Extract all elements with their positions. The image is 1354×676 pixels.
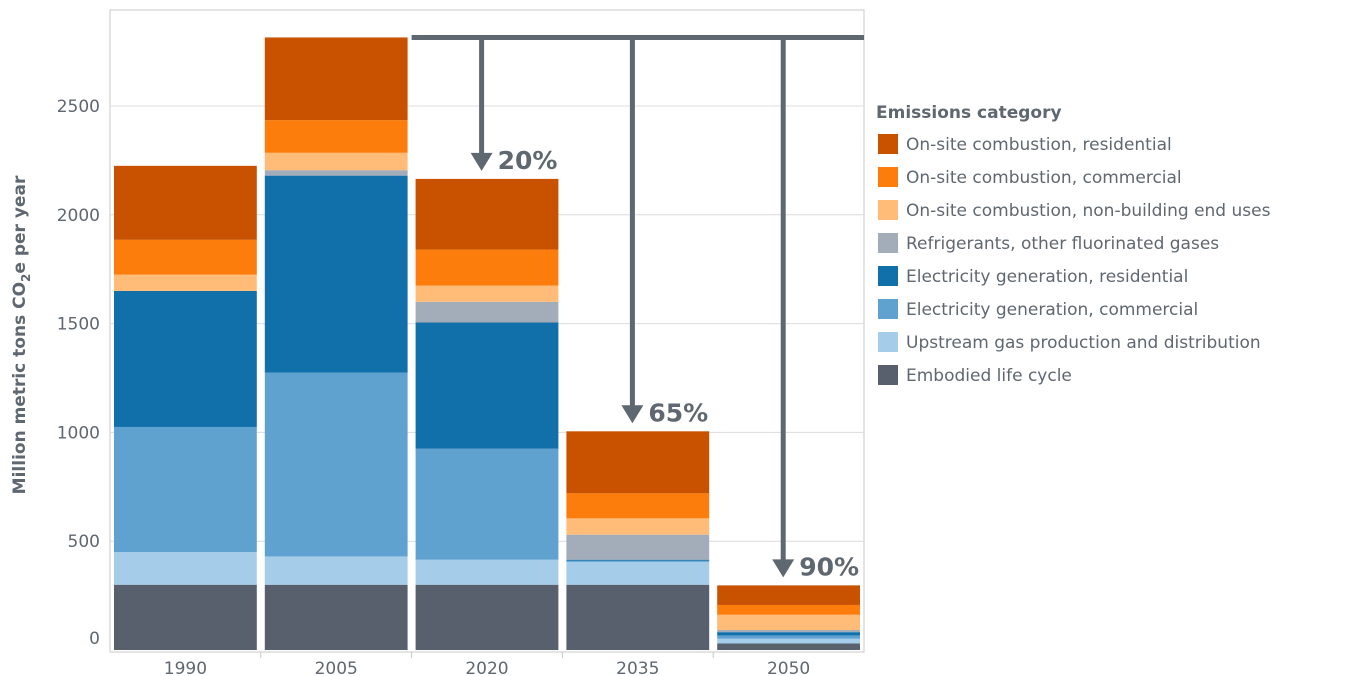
bar-segment [114, 165, 257, 240]
reduction-arrow-head [470, 152, 493, 171]
reduction-arrow-head [621, 405, 644, 424]
y-axis-label-tail: e per year [10, 175, 30, 274]
bar-segment [264, 584, 408, 650]
bar-segment [415, 448, 559, 560]
bar-segment [114, 426, 257, 553]
legend-item-label: Upstream gas production and distribution [906, 333, 1261, 353]
y-tick-label: 1500 [57, 315, 100, 335]
plot-frame [109, 9, 865, 653]
x-tick-label: 2035 [616, 659, 659, 676]
x-tick-label: 2020 [465, 659, 508, 676]
legend-item-label: On-site combustion, non-building end use… [906, 201, 1271, 221]
bar-segment [415, 285, 559, 302]
y-tick-label: 1000 [57, 423, 100, 443]
bar-segment [264, 372, 408, 557]
bar-segment [264, 120, 408, 153]
bar-segment [717, 614, 860, 630]
bar-segment [114, 274, 257, 291]
bar-segment [717, 643, 860, 650]
bar-segment [114, 584, 257, 650]
bar-segment [114, 552, 257, 585]
bar-segment [264, 175, 408, 373]
bar-segment [415, 178, 559, 250]
reduction-percent-label: 90% [799, 552, 859, 581]
bar-segment [114, 239, 257, 275]
legend: On-site combustion, residential On-site c… [878, 134, 1271, 386]
bar-segment [114, 290, 257, 427]
y-tick-label: 0 [89, 629, 100, 649]
x-axis-ticks: 1990 2005 2020 2035 2050 [164, 652, 810, 676]
bar-segment [717, 604, 860, 615]
legend-title: Emissions category [876, 103, 1062, 123]
bars [114, 37, 860, 650]
bar-segment [415, 584, 559, 650]
bar-segment [717, 638, 860, 644]
legend-swatch [878, 200, 898, 220]
bar-segment [717, 635, 860, 639]
bar-segment [264, 152, 408, 171]
y-axis-label-main: Million metric tons CO [10, 282, 30, 494]
bar-segment [566, 518, 710, 535]
y-axis-label: Million metric tons CO2e per year [10, 175, 33, 494]
x-tick-label: 1990 [164, 659, 207, 676]
y-tick-label: 2000 [57, 206, 100, 226]
legend-item-label: On-site combustion, commercial [906, 168, 1182, 188]
bar-segment [566, 493, 710, 519]
bar-segment [264, 170, 408, 176]
bar-segment [415, 559, 559, 585]
legend-item-label: Electricity generation, commercial [906, 300, 1198, 320]
y-tick-label: 2500 [57, 97, 100, 117]
legend-item-label: Electricity generation, residential [906, 267, 1188, 287]
legend-swatch [878, 365, 898, 385]
legend-swatch [878, 332, 898, 352]
bar-segment [264, 556, 408, 585]
bar-segment [566, 584, 710, 650]
bar-segment [415, 301, 559, 323]
y-axis-ticks: 0 500 1000 1500 2000 2500 [57, 97, 100, 649]
reduction-percent-label: 65% [648, 398, 708, 427]
legend-item-label: Embodied life cycle [906, 366, 1072, 386]
bar-segment [717, 585, 860, 605]
bar-segment [566, 534, 710, 560]
y-tick-label: 500 [68, 532, 100, 552]
reduction-percent-label: 20% [498, 146, 558, 175]
bar-segment [566, 560, 710, 562]
legend-item-label: Refrigerants, other fluorinated gases [906, 234, 1219, 254]
legend-swatch [878, 134, 898, 154]
bar-segment [566, 431, 710, 494]
legend-swatch [878, 266, 898, 286]
bar-segment [717, 632, 860, 636]
legend-item-label: On-site combustion, residential [906, 135, 1172, 155]
bar-segment [415, 249, 559, 286]
legend-swatch [878, 167, 898, 187]
reduction-arrow-head [772, 559, 795, 578]
x-tick-label: 2005 [315, 659, 358, 676]
bar-segment [717, 629, 860, 633]
bar-segment [566, 559, 710, 561]
bar-segment [415, 322, 559, 449]
bar-segment [264, 37, 408, 121]
legend-swatch [878, 299, 898, 319]
y-axis-label-subscript: 2 [19, 274, 33, 282]
x-tick-label: 2050 [767, 659, 810, 676]
reduction-arrows: 20% 65% 90% [411, 34, 864, 581]
bar-segment [566, 561, 710, 585]
legend-swatch [878, 233, 898, 253]
